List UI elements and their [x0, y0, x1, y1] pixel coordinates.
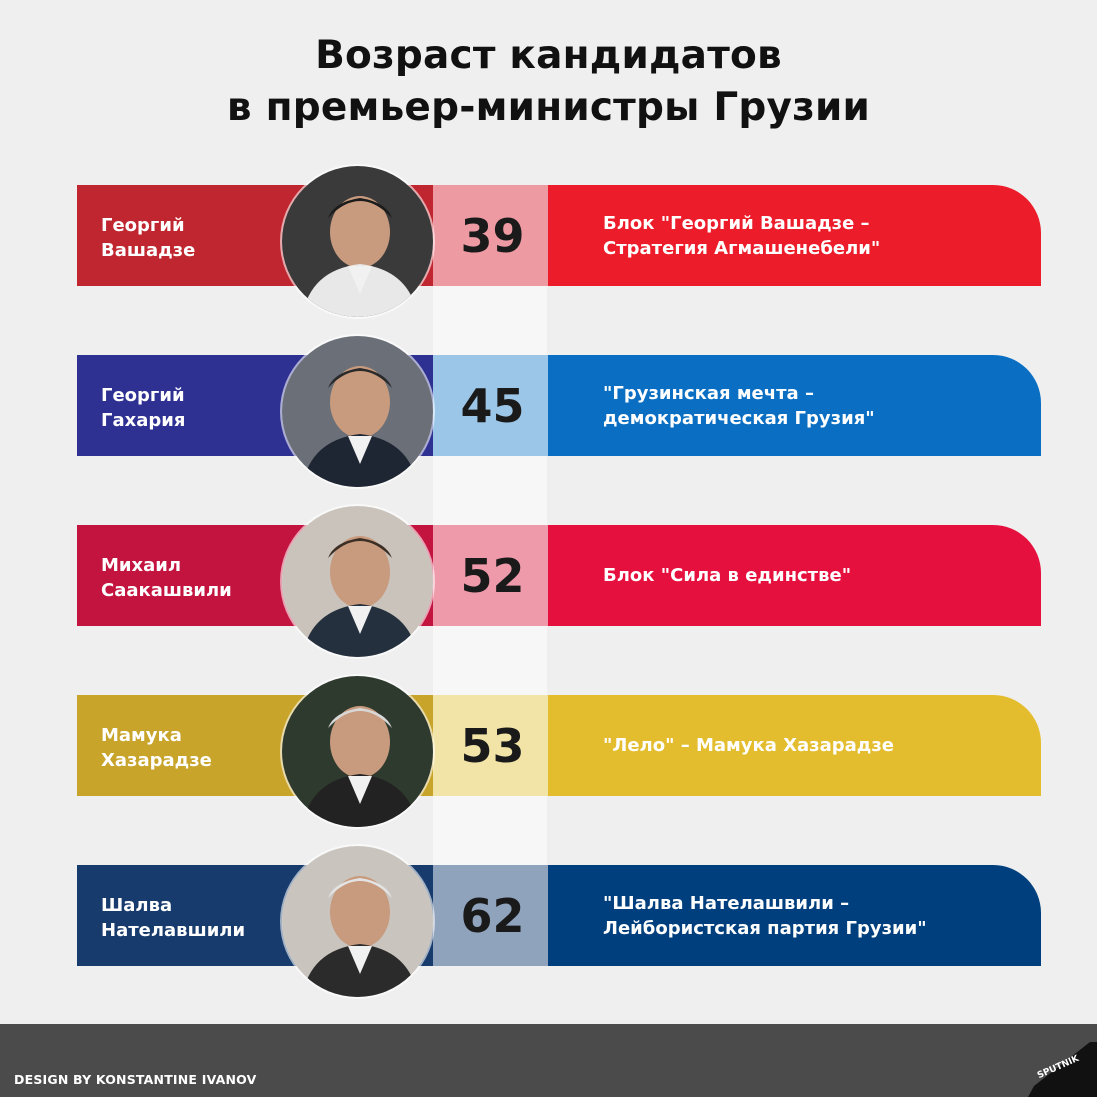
- candidate-name: Георгий Гахария: [101, 383, 281, 433]
- candidate-first-name: Георгий: [101, 215, 185, 236]
- age-box: 45: [433, 355, 548, 456]
- candidate-age: 53: [460, 718, 525, 773]
- sputnik-logo-icon: [1028, 1042, 1097, 1097]
- candidate-first-name: Михаил: [101, 555, 182, 576]
- party-name: "Лело" – Мамука Хазарадзе: [603, 695, 1023, 796]
- candidate-portrait-photo: [282, 676, 433, 827]
- candidate-portrait-photo: [282, 846, 433, 997]
- party-name: "Шалва Нателашвили – Лейбористская парти…: [603, 865, 1023, 966]
- candidate-name: Шалва Нателавшили: [101, 893, 281, 943]
- party-name-line-1: Блок "Георгий Вашадзе –: [603, 212, 870, 234]
- candidate-portrait-photo: [282, 506, 433, 657]
- candidate-first-name: Георгий: [101, 385, 185, 406]
- title-line-1: Возраст кандидатов: [315, 33, 782, 78]
- party-name-line-2: демократическая Грузия": [603, 407, 875, 429]
- party-name-line-1: Блок "Сила в единстве": [603, 565, 852, 586]
- candidate-name: Георгий Вашадзе: [101, 213, 281, 263]
- party-name: Блок "Сила в единстве": [603, 525, 1023, 626]
- age-box: 39: [433, 185, 548, 286]
- candidate-last-name: Гахария: [101, 410, 186, 431]
- candidate-first-name: Шалва: [101, 895, 173, 916]
- candidate-row: Георгий Вашадзе 39 Блок "Георгий Вашадзе…: [77, 166, 1041, 317]
- party-bar: "Шалва Нателашвили – Лейбористская парти…: [548, 865, 1041, 966]
- party-name-line-1: "Грузинская мечта –: [603, 382, 814, 404]
- age-box: 53: [433, 695, 548, 796]
- candidate-last-name: Саакашвили: [101, 580, 232, 601]
- candidate-age: 45: [460, 378, 525, 433]
- candidate-portrait-photo: [282, 336, 433, 487]
- party-name-line-2: Стратегия Агмашенебели": [603, 237, 881, 259]
- party-name-line-1: "Шалва Нателашвили –: [603, 892, 850, 914]
- page-title: Возраст кандидатов в премьер-министры Гр…: [0, 30, 1097, 134]
- candidate-last-name: Хазарадзе: [101, 750, 212, 771]
- candidate-age: 52: [460, 548, 525, 603]
- design-credit: DESIGN BY KONSTANTINE IVANOV: [14, 1072, 257, 1087]
- candidate-first-name: Мамука: [101, 725, 182, 746]
- candidate-name: Мамука Хазарадзе: [101, 723, 281, 773]
- party-name-line-1: "Лело" – Мамука Хазарадзе: [603, 735, 894, 756]
- age-box: 52: [433, 525, 548, 626]
- age-box: 62: [433, 865, 548, 966]
- candidate-row: Михаил Саакашвили 52 Блок "Сила в единст…: [77, 506, 1041, 657]
- candidate-row: Георгий Гахария 45 "Грузинская мечта – д…: [77, 336, 1041, 487]
- candidate-row: Шалва Нателавшили 62 "Шалва Нателашвили …: [77, 846, 1041, 997]
- candidate-row: Мамука Хазарадзе 53 "Лело" – Мамука Хаза…: [77, 676, 1041, 827]
- title-line-2: в премьер-министры Грузии: [226, 85, 871, 130]
- party-bar: Блок "Сила в единстве": [548, 525, 1041, 626]
- party-bar: "Лело" – Мамука Хазарадзе: [548, 695, 1041, 796]
- party-name: Блок "Георгий Вашадзе – Стратегия Агмаше…: [603, 185, 1023, 286]
- party-name: "Грузинская мечта – демократическая Груз…: [603, 355, 1023, 456]
- party-bar: "Грузинская мечта – демократическая Груз…: [548, 355, 1041, 456]
- candidate-age: 39: [460, 208, 525, 263]
- candidate-age: 62: [460, 888, 525, 943]
- party-name-line-2: Лейбористская партия Грузии": [603, 917, 927, 939]
- party-bar: Блок "Георгий Вашадзе – Стратегия Агмаше…: [548, 185, 1041, 286]
- candidate-name: Михаил Саакашвили: [101, 553, 281, 603]
- footer-bar: DESIGN BY KONSTANTINE IVANOV SPUTNIK: [0, 1024, 1097, 1097]
- candidate-last-name: Нателавшили: [101, 920, 246, 941]
- candidate-last-name: Вашадзе: [101, 240, 196, 261]
- candidate-portrait-photo: [282, 166, 433, 317]
